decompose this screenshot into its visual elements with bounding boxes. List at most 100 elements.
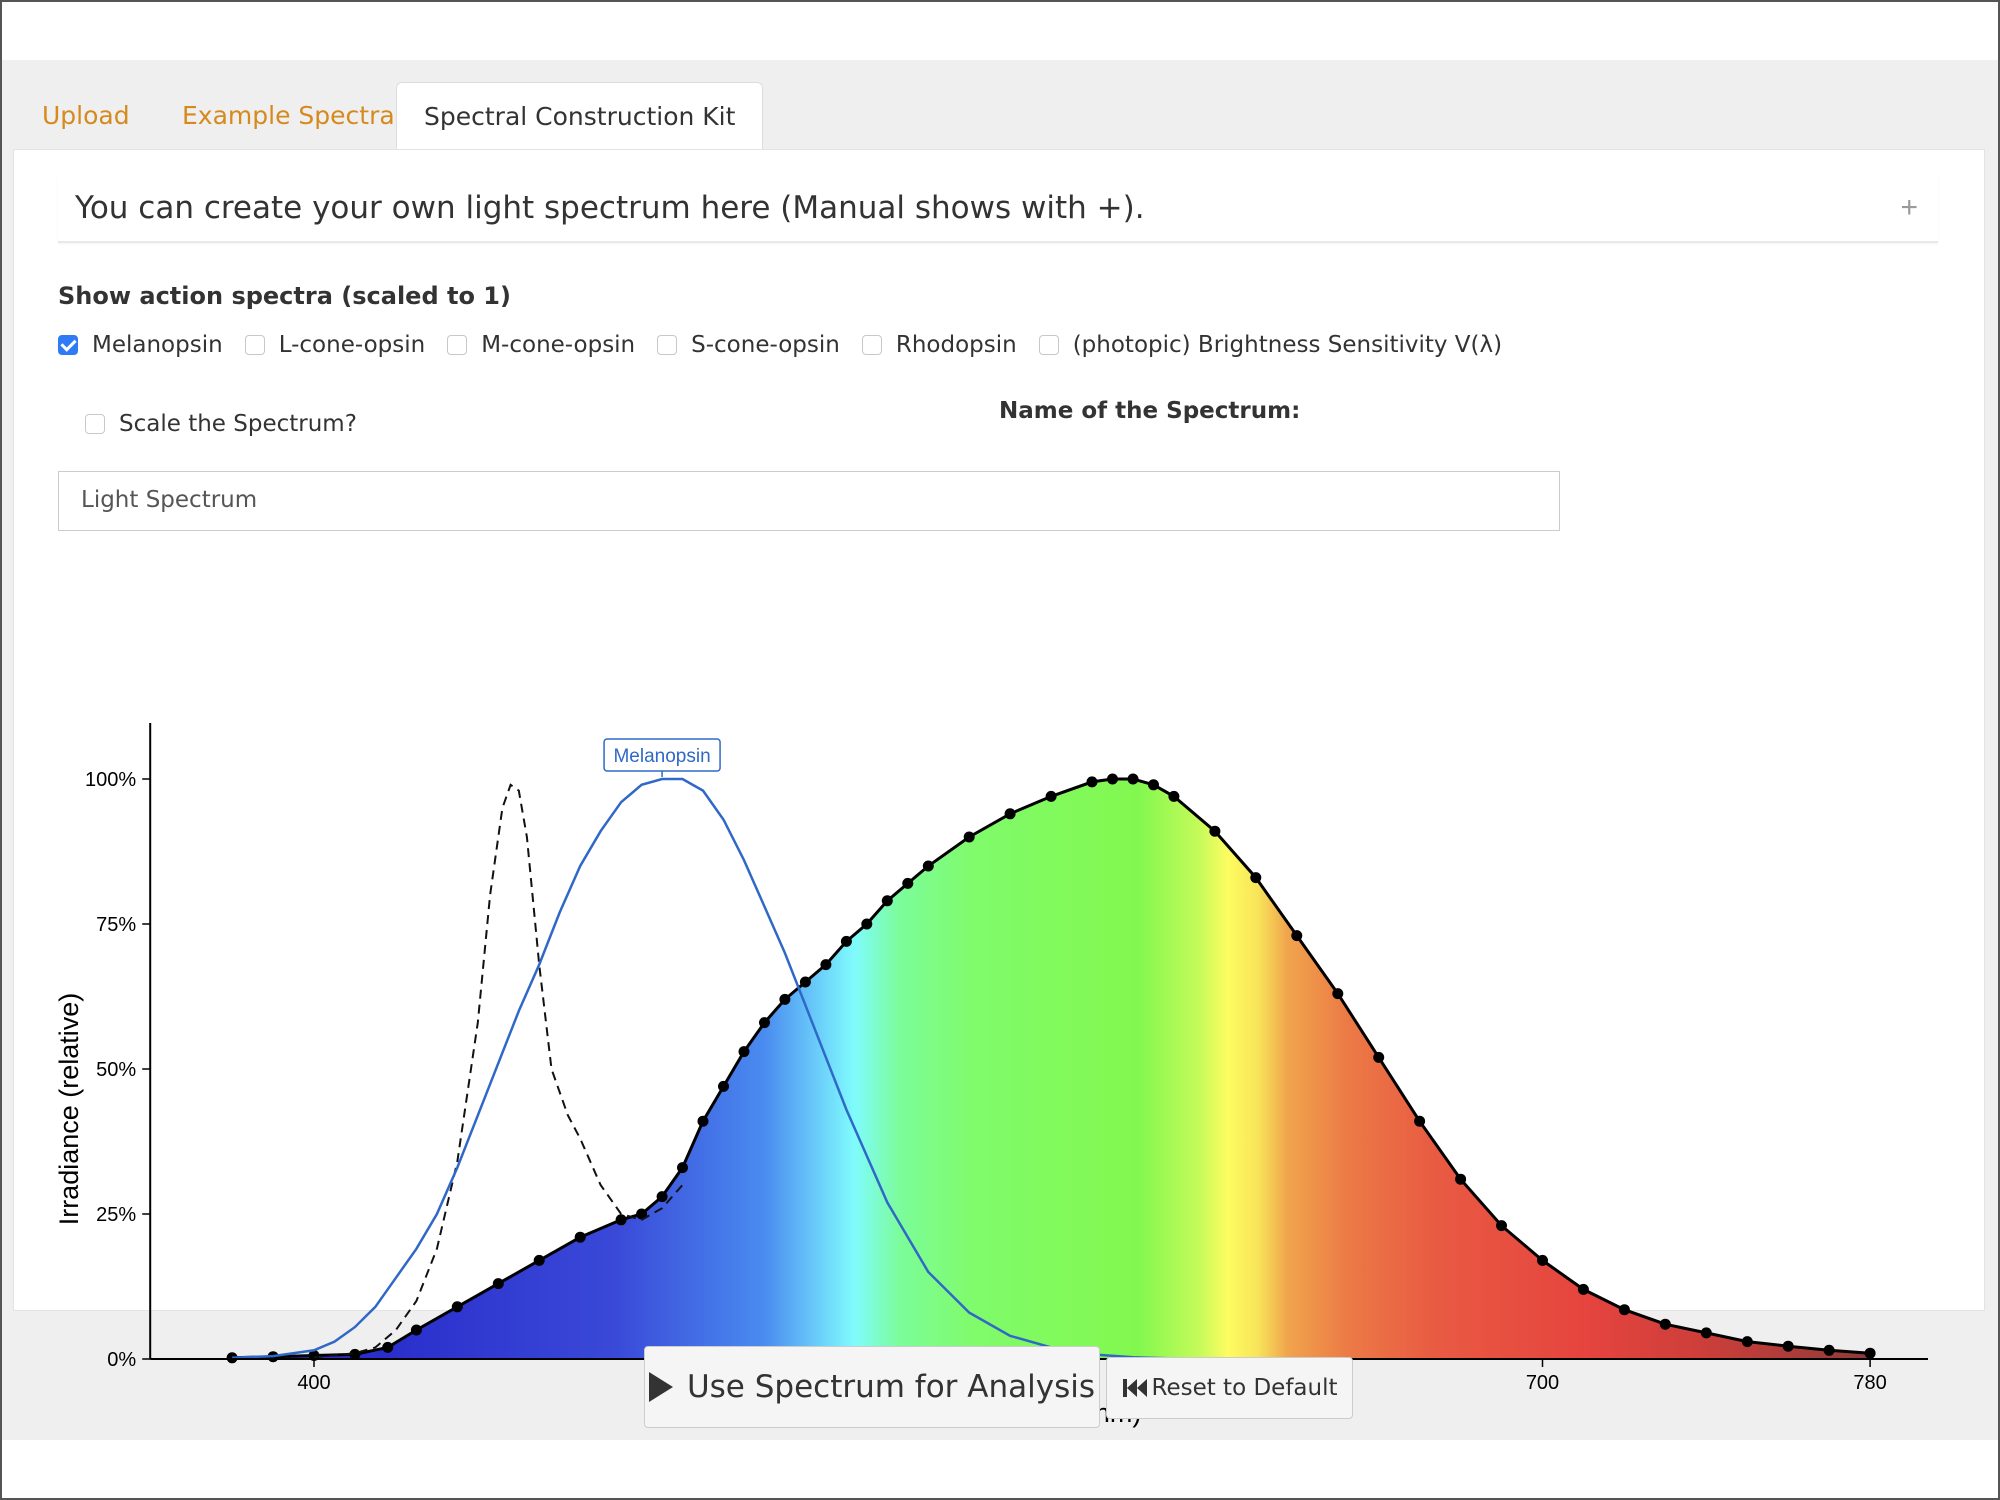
checkbox-label: M-cone-opsin	[481, 332, 636, 358]
checkbox-label: L-cone-opsin	[278, 332, 426, 358]
melanopsin-line	[232, 777, 1174, 1360]
y-tick-label: 50%	[96, 1059, 136, 1081]
scale-spectrum-label: Scale the Spectrum?	[119, 411, 357, 437]
checkbox-label: Melanopsin	[92, 332, 223, 358]
spectrum-point	[1864, 1347, 1876, 1359]
spectrum-point	[1823, 1344, 1835, 1356]
spectrum-point	[1496, 1220, 1507, 1232]
spectrum-point	[1086, 776, 1098, 788]
spectrum-point	[574, 1231, 586, 1243]
y-tick-label: 0%	[107, 1349, 136, 1371]
spectrum-point	[349, 1348, 361, 1360]
spectrum-point	[492, 1278, 504, 1290]
melanopsin-label-box	[603, 738, 721, 772]
spectrum-point	[1004, 808, 1016, 820]
play-icon	[648, 1372, 673, 1402]
checkbox-m-cone-opsin[interactable]: M-cone-opsin	[447, 332, 635, 358]
manual-description: You can create your own light spectrum h…	[75, 190, 1145, 226]
spectrum-point	[1577, 1283, 1589, 1295]
spectrum-point	[779, 993, 791, 1005]
manual-collapsible[interactable]: You can create your own light spectrum h…	[58, 175, 1938, 243]
y-axis-label: Irradiance (relative)	[54, 993, 84, 1226]
spectrum-point	[1209, 825, 1221, 837]
spectrum-point	[1537, 1254, 1548, 1266]
spectrum-point	[902, 877, 914, 889]
spectrum-point	[1414, 1115, 1426, 1127]
spectrum-point	[382, 1341, 394, 1353]
spectrum-point	[840, 935, 852, 947]
melanopsin-label: Melanopsin	[613, 746, 710, 767]
tab-bar: Upload Example Spectra Spectral Construc…	[2, 60, 1998, 151]
x-tick-label: 700	[1526, 1372, 1559, 1394]
checkbox-rhodopsin[interactable]: Rhodopsin	[861, 332, 1017, 358]
spectrum-point	[656, 1191, 668, 1203]
spectrum-point	[922, 860, 934, 872]
spectrum-point	[677, 1162, 688, 1174]
x-tick-label: 400	[297, 1372, 330, 1394]
spectrum-name-input[interactable]: Light Spectrum	[58, 471, 1560, 531]
action-spectra-checkboxes: Melanopsin L-cone-opsin M-cone-opsin S-c…	[58, 330, 1524, 360]
spectrum-point	[799, 976, 811, 988]
spectrum-point	[1107, 773, 1118, 785]
scale-spectrum-checkbox[interactable]: Scale the Spectrum?	[85, 411, 357, 437]
checkbox-box[interactable]	[657, 335, 678, 355]
spectrum-point	[1455, 1173, 1467, 1185]
spectrum-point	[636, 1208, 648, 1220]
spectrum-point	[738, 1046, 750, 1058]
skip-back-icon	[1122, 1379, 1147, 1397]
spectrum-point	[410, 1324, 422, 1336]
spectrum-point	[226, 1352, 238, 1364]
y-tick-label: 100%	[85, 769, 136, 791]
spectrum-point	[451, 1301, 463, 1313]
spectrum-point	[861, 918, 873, 930]
checkbox-s-cone-opsin[interactable]: S-cone-opsin	[657, 332, 840, 358]
checkbox-box[interactable]	[1038, 335, 1059, 355]
use-spectrum-label: Use Spectrum for Analysis	[686, 1369, 1096, 1405]
checkbox-box[interactable]	[244, 335, 265, 355]
spectrum-point	[1332, 988, 1344, 1000]
checkbox-label: Rhodopsin	[895, 332, 1017, 358]
reset-label: Reset to Default	[1151, 1375, 1338, 1401]
plot-area: Melanopsin4005006007007800%25%50%75%100%…	[54, 723, 1928, 1428]
checkbox-box[interactable]	[58, 335, 78, 355]
spectrum-point	[718, 1080, 729, 1092]
spectrum-chart: Melanopsin4005006007007800%25%50%75%100%…	[54, 723, 1928, 1428]
checkbox-label: (photopic) Brightness Sensitivity V(λ)	[1072, 332, 1503, 358]
x-tick-label: 780	[1853, 1372, 1886, 1394]
spectrum-area	[232, 779, 1871, 1359]
plus-icon[interactable]: +	[1900, 191, 1918, 224]
use-spectrum-button[interactable]: Use Spectrum for Analysis	[644, 1346, 1100, 1428]
spectrum-point	[1782, 1340, 1794, 1352]
spectrum-point	[533, 1254, 545, 1266]
tab-panel: You can create your own light spectrum h…	[13, 149, 1985, 1428]
checkbox-melanopsin[interactable]: Melanopsin	[58, 332, 223, 358]
y-tick-label: 25%	[96, 1204, 136, 1226]
spectrum-point	[1045, 790, 1057, 802]
spectrum-point	[963, 831, 975, 843]
checkbox-box[interactable]	[447, 335, 468, 355]
checkbox-brightness-sensitivity[interactable]: (photopic) Brightness Sensitivity V(λ)	[1038, 332, 1503, 358]
reference-dashed-line	[313, 783, 684, 1359]
checkbox-box[interactable]	[85, 414, 105, 434]
spectrum-point	[1741, 1336, 1753, 1348]
spectrum-point	[1168, 790, 1180, 802]
y-tick-label: 75%	[96, 914, 136, 936]
spectrum-point	[1127, 773, 1139, 785]
spectrum-points	[226, 773, 1876, 1364]
spectrum-point	[615, 1214, 627, 1226]
checkbox-l-cone-opsin[interactable]: L-cone-opsin	[244, 332, 426, 358]
spectrum-point	[759, 1017, 770, 1029]
spectrum-point	[1250, 872, 1262, 884]
checkbox-box[interactable]	[861, 335, 882, 355]
tab-example-spectra[interactable]: Example Spectra	[182, 101, 395, 130]
spectrum-point	[1373, 1051, 1385, 1063]
tab-spectral-construction-kit[interactable]: Spectral Construction Kit	[396, 82, 764, 151]
spectrum-point	[881, 895, 893, 907]
tab-upload[interactable]: Upload	[42, 101, 130, 130]
spectrum-point	[1148, 779, 1159, 791]
spectrum-point	[820, 959, 832, 971]
action-spectra-title: Show action spectra (scaled to 1)	[58, 282, 511, 310]
checkbox-label: S-cone-opsin	[691, 332, 840, 358]
reset-button[interactable]: Reset to Default	[1106, 1357, 1353, 1419]
